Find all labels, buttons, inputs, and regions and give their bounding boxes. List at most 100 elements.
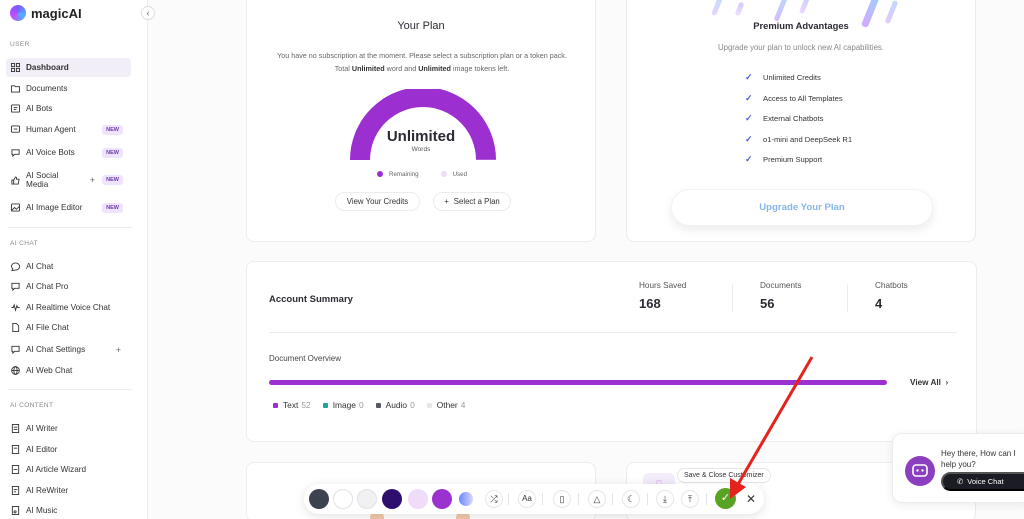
color-swatch-lavender[interactable] xyxy=(408,489,428,509)
shuffle-icon[interactable]: ⤮ xyxy=(485,490,503,508)
moon-icon[interactable]: ☾ xyxy=(622,490,640,508)
color-swatch-indigo[interactable] xyxy=(382,489,402,509)
sidebar-item-ai-web-chat[interactable]: AI Web Chat xyxy=(6,361,131,380)
sidebar-item-label: AI Editor xyxy=(26,445,58,454)
save-close-button[interactable]: ✓ xyxy=(715,488,736,509)
plan-description: You have no subscription at the moment. … xyxy=(277,51,567,73)
logo-icon xyxy=(10,5,26,21)
phone-icon: ✆ xyxy=(957,477,964,486)
sidebar-item-documents[interactable]: Documents xyxy=(6,79,131,98)
new-badge: NEW xyxy=(102,175,123,185)
sidebar-item-label: AI Chat Pro xyxy=(26,282,69,291)
app-name: magicAI xyxy=(31,5,82,21)
color-swatch-dark[interactable] xyxy=(309,489,329,509)
toolbar-divider xyxy=(706,493,707,505)
sidebar-item-human-agent[interactable]: Human Agent NEW xyxy=(6,120,131,139)
new-badge: NEW xyxy=(102,147,123,158)
gauge-legend: Remaining Used xyxy=(377,171,467,178)
chat-pro-icon xyxy=(11,282,20,291)
view-credits-button[interactable]: View Your Credits xyxy=(335,192,420,211)
sidebar-item-ai-bots[interactable]: AI Bots xyxy=(6,99,131,118)
decorative-streak xyxy=(773,0,790,22)
plus-icon: + xyxy=(444,197,449,206)
sidebar-item-ai-article-wizard[interactable]: AI Article Wizard xyxy=(6,460,131,479)
used-dot xyxy=(440,171,447,178)
sidebar-item-label: AI File Chat xyxy=(26,323,69,332)
sidebar-item-ai-realtime-voice-chat[interactable]: AI Realtime Voice Chat xyxy=(6,298,131,317)
credits-gauge xyxy=(350,89,496,161)
sidebar-item-ai-writer[interactable]: AI Writer xyxy=(6,419,131,438)
gradient-swatch[interactable] xyxy=(459,492,473,506)
gauge-unit: Words xyxy=(411,146,431,153)
advantage-item: ✓ o1-mini and DeepSeek R1 xyxy=(745,134,853,144)
legend-remaining: Remaining xyxy=(377,171,419,178)
grid-icon xyxy=(11,63,20,72)
shapes-icon[interactable]: △ xyxy=(588,490,606,508)
remaining-dot xyxy=(377,171,383,178)
stat-documents: Documents 56 xyxy=(760,281,801,311)
font-icon[interactable]: Aa xyxy=(518,490,536,508)
upload-icon[interactable]: ⤒ xyxy=(681,490,699,508)
sidebar-item-dashboard[interactable]: Dashboard xyxy=(6,58,131,77)
document-icon xyxy=(11,424,20,433)
stat-value: 56 xyxy=(760,296,775,311)
upgrade-plan-button[interactable]: Upgrade Your Plan xyxy=(671,189,933,226)
document-progress-fill xyxy=(269,380,887,385)
rewrite-icon xyxy=(11,486,20,495)
sidebar-item-label: AI Writer xyxy=(26,424,58,433)
sidebar-item-ai-rewriter[interactable]: AI ReWriter xyxy=(6,481,131,500)
your-plan-card: Your Plan You have no subscription at th… xyxy=(246,0,596,242)
sidebar-item-label: AI Social Media xyxy=(26,171,59,189)
toolbar-divider xyxy=(578,493,579,505)
editor-icon xyxy=(11,445,20,454)
sidebar-item-label: AI Image Editor xyxy=(26,203,83,212)
check-icon: ✓ xyxy=(745,134,753,144)
customizer-toolbar: ⤮ Aa ▯ △ ☾ ⤓ ⤒ ✓ ✕ xyxy=(304,484,764,514)
document-type-legend: Text 52 Image 0 Audio 0 Other 4 xyxy=(273,400,465,410)
sidebar-item-label: AI ReWriter xyxy=(26,486,69,495)
sidebar-item-ai-social-media[interactable]: AI Social Media + NEW xyxy=(6,167,131,193)
sidebar-item-ai-chat-pro[interactable]: AI Chat Pro xyxy=(6,277,131,296)
sidebar-item-ai-image-editor[interactable]: AI Image Editor NEW xyxy=(6,198,131,217)
advantage-item: ✓ External Chatbots xyxy=(745,113,824,123)
sidebar-item-ai-chat[interactable]: AI Chat xyxy=(6,257,131,276)
sidebar-item-ai-chat-settings[interactable]: AI Chat Settings + xyxy=(6,340,131,359)
sidebar-item-ai-editor[interactable]: AI Editor xyxy=(6,440,131,459)
settings-icon xyxy=(11,345,20,354)
thumbs-up-icon xyxy=(11,175,20,185)
advantage-item: ✓ Unlimited Credits xyxy=(745,72,821,82)
chat-bubble-icon xyxy=(11,262,20,271)
account-summary-title: Account Summary xyxy=(269,294,353,305)
expand-icon[interactable]: + xyxy=(89,175,95,185)
voice-bot-icon xyxy=(11,148,20,157)
app-logo[interactable]: magicAI xyxy=(10,5,82,21)
chat-widget[interactable]: Hey there, How can I help you? ✆ Voice Ch… xyxy=(892,433,1024,503)
agent-icon xyxy=(11,125,20,134)
sidebar-item-ai-voice-bots[interactable]: AI Voice Bots NEW xyxy=(6,143,131,162)
view-all-link[interactable]: View All › xyxy=(910,378,949,387)
avatar xyxy=(456,511,470,519)
layout-icon[interactable]: ▯ xyxy=(553,490,571,508)
voice-chat-button[interactable]: ✆ Voice Chat xyxy=(941,472,1024,491)
color-swatch-light-gray[interactable] xyxy=(357,489,377,509)
toolbar-divider xyxy=(508,493,509,505)
sidebar-item-label: AI Realtime Voice Chat xyxy=(26,303,111,312)
download-icon[interactable]: ⤓ xyxy=(656,490,674,508)
collapse-sidebar-button[interactable]: ‹ xyxy=(141,6,155,20)
expand-icon[interactable]: + xyxy=(115,344,121,355)
new-badge: NEW xyxy=(102,124,123,135)
image-icon xyxy=(11,203,20,212)
sidebar-item-ai-file-chat[interactable]: AI File Chat xyxy=(6,318,131,337)
bot-avatar xyxy=(905,456,935,486)
close-icon[interactable]: ✕ xyxy=(745,492,757,506)
stat-chatbots: Chatbots 4 xyxy=(875,281,908,311)
select-plan-button[interactable]: + Select a Plan xyxy=(433,192,511,211)
audio-swatch xyxy=(375,403,381,408)
sidebar-item-label: Dashboard xyxy=(26,63,69,72)
color-swatch-purple[interactable] xyxy=(432,489,452,509)
toolbar-divider xyxy=(647,493,648,505)
sidebar-item-ai-music[interactable]: AI Music xyxy=(6,501,131,519)
color-swatch-white[interactable] xyxy=(333,489,353,509)
legend-audio: Audio 0 xyxy=(375,400,415,410)
advantage-item: ✓ Access to All Templates xyxy=(745,93,843,103)
